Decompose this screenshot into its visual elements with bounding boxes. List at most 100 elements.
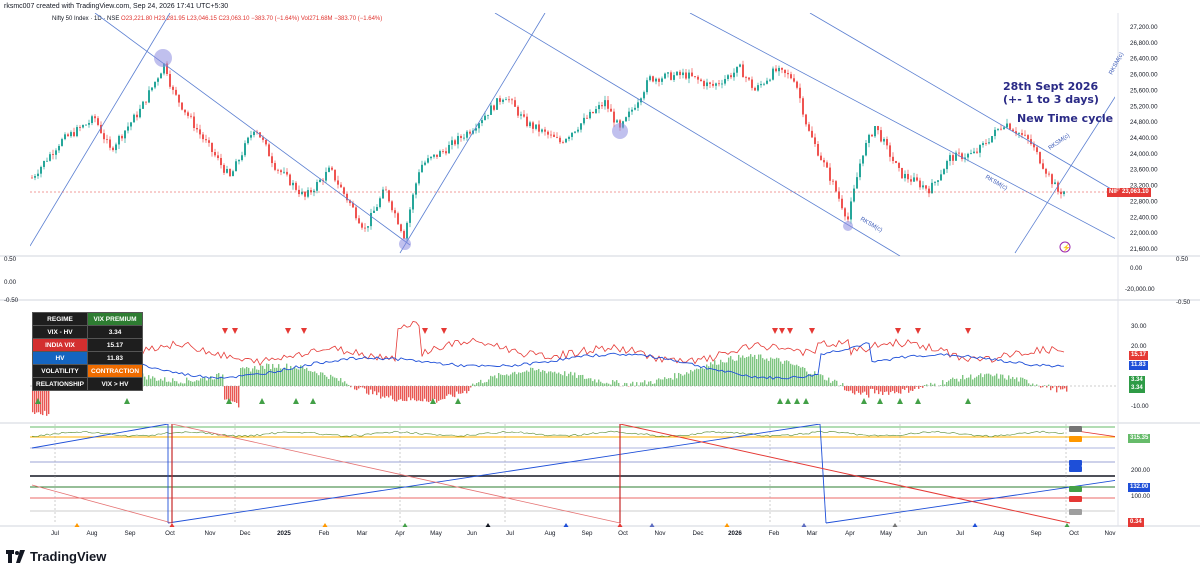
vix-hv-histogram-bar — [254, 366, 256, 386]
vix-hv-histogram-bar — [232, 386, 234, 402]
vix-hv-histogram-bar — [644, 380, 646, 386]
vix-hv-histogram-bar — [398, 386, 400, 400]
vix-hv-histogram-bar — [272, 363, 274, 386]
vix-tag: 15.17 — [1129, 351, 1149, 360]
regime-value: 3.34 — [86, 325, 144, 339]
candle-body — [316, 182, 318, 191]
candle-body — [997, 128, 999, 130]
candle-body — [325, 171, 327, 181]
vix-hv-histogram-bar — [208, 378, 210, 386]
candle-body — [184, 109, 186, 113]
price-axis: 27,200.00 26,800.00 26,400.00 26,000.00 25,6… — [1130, 24, 1158, 253]
chart-canvas[interactable]: RKSM(c) RKSM(c) RKSM(c) RKSM(c) ⚡ 0.50 0.00 -0… — [0, 0, 1200, 543]
vix-hv-histogram-bar — [144, 376, 146, 386]
candle-body — [937, 180, 939, 182]
candle-body — [445, 151, 447, 154]
candle-body — [82, 125, 84, 128]
vix-hv-histogram-bar — [162, 380, 164, 386]
buy-signal-marker — [861, 398, 867, 404]
vix-hv-histogram-bar — [422, 386, 424, 402]
candle-body — [469, 131, 471, 134]
candle-body — [1024, 134, 1026, 136]
vix-hv-histogram-bar — [396, 386, 398, 402]
vix-hv-histogram-bar — [234, 386, 236, 403]
vix-hv-histogram-bar — [540, 371, 542, 386]
vix-hv-histogram-bar — [524, 371, 526, 386]
event-marker — [801, 523, 807, 527]
new-cycle-annotation[interactable]: New Time cycle — [1017, 112, 1114, 125]
candle-body — [52, 154, 54, 155]
candle-body — [538, 124, 540, 132]
vix-hv-histogram-bar — [882, 386, 884, 395]
vix-hv-histogram-bar — [900, 386, 902, 394]
vix-hv-histogram-bar — [276, 367, 278, 386]
vix-hv-histogram-bar — [990, 374, 992, 386]
buy-signal-marker — [915, 398, 921, 404]
vix-hv-histogram-bar — [596, 382, 598, 386]
candle-body — [973, 151, 975, 154]
vix-hv-histogram-bar — [868, 386, 870, 398]
vix-hv-histogram-bar — [712, 364, 714, 386]
vix-hv-histogram-bar — [324, 375, 326, 386]
candle-body — [1021, 133, 1023, 135]
vix-hv-histogram-bar — [726, 362, 728, 386]
vix-hv-histogram-bar — [418, 386, 420, 401]
candle-body — [391, 201, 393, 211]
candle-body — [844, 208, 846, 217]
vix-hv-histogram-bar — [420, 386, 422, 402]
vix-hv-histogram-bar — [244, 368, 246, 386]
target-date-annotation[interactable]: 28th Sept 2026 (+- 1 to 3 days) — [1003, 80, 1099, 106]
vix-hv-histogram-bar — [674, 373, 676, 386]
candle-body — [712, 83, 714, 86]
candle-body — [88, 123, 90, 125]
alert-icon — [1059, 241, 1071, 253]
vix-hv-histogram-bar — [318, 375, 320, 386]
vix-hv-histogram-bar — [952, 377, 954, 386]
vix-hv-histogram-bar — [974, 377, 976, 386]
buy-signal-marker — [293, 398, 299, 404]
vix-hv-histogram-bar — [772, 358, 774, 386]
vix-hv-histogram-bar — [580, 375, 582, 386]
time-axis-label: Mar — [357, 530, 368, 537]
vix-hv-histogram-bar — [700, 367, 702, 386]
candle-body — [637, 102, 639, 108]
vix-hv-histogram-bar — [764, 359, 766, 386]
candle-body — [457, 136, 459, 145]
vix-hv-histogram-bar — [960, 378, 962, 386]
sell-signal-marker — [809, 328, 815, 334]
sell-signal-marker — [772, 328, 778, 334]
vix-hv-histogram-bar — [854, 386, 856, 395]
vix-hv-histogram-bar — [616, 380, 618, 386]
vix-hv-histogram-bar — [1028, 383, 1030, 386]
vix-hv-histogram-bar — [266, 363, 268, 386]
candle-body — [244, 143, 246, 156]
candle-body — [85, 124, 87, 126]
trend-channel-line — [809, 13, 1115, 192]
candle-body — [982, 143, 984, 146]
volume-value: Vol271.68M −383.70 (−1.64%) — [300, 16, 383, 22]
vix-hv-histogram-bar — [718, 364, 720, 386]
bottom-tag-132: 132.00 — [1128, 483, 1151, 492]
candle-body — [508, 99, 510, 101]
candle-body — [796, 81, 798, 88]
vix-hv-histogram-bar — [548, 371, 550, 386]
candle-body — [823, 160, 825, 163]
candle-body — [724, 79, 726, 84]
candle-body — [520, 114, 522, 116]
tradingview-logo[interactable]: TradingView — [6, 549, 106, 564]
symbol-legend[interactable]: Nifty 50 Index · 1D · NSE O23,221.80 H23… — [52, 16, 382, 22]
vix-hv-histogram-bar — [498, 373, 500, 386]
candle-body — [1033, 144, 1035, 148]
vix-hv-histogram-bar — [576, 377, 578, 386]
candle-body — [523, 114, 525, 117]
vix-hv-histogram-bar — [466, 386, 468, 394]
candle-body — [274, 163, 276, 170]
vix-hv-histogram-bar — [586, 378, 588, 386]
candle-body — [415, 183, 417, 195]
candle-body — [367, 226, 369, 228]
vix-hv-histogram-bar — [432, 386, 434, 403]
vix-hv-histogram-bar — [910, 386, 912, 391]
candle-body — [847, 216, 849, 220]
price-axis-label: 26,800.00 — [1130, 40, 1158, 47]
candle-body — [805, 114, 807, 125]
